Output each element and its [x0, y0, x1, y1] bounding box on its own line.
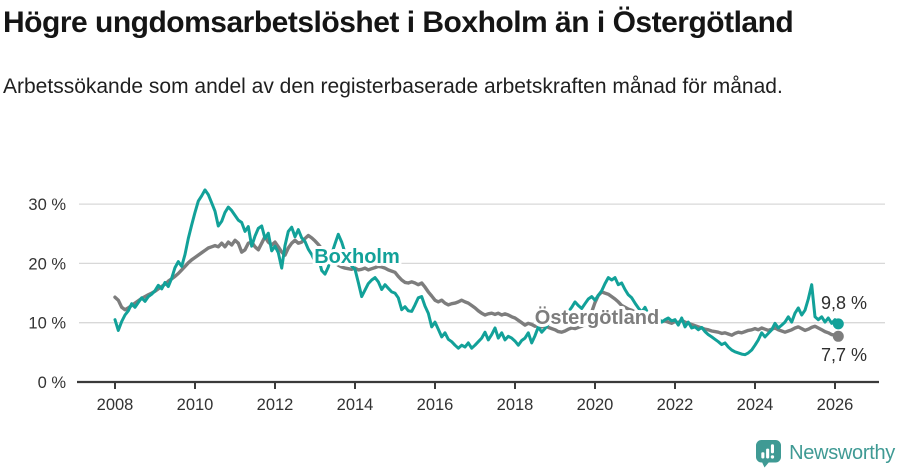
boxholm-series-label: Boxholm	[314, 246, 400, 268]
x-axis-label: 2010	[177, 396, 214, 414]
x-axis-label: 2024	[737, 396, 774, 414]
ostergotland-end-value-label: 7,7 %	[821, 345, 867, 365]
x-axis-label: 2020	[577, 396, 614, 414]
y-axis-label: 20 %	[28, 255, 66, 273]
boxholm-line	[113, 188, 840, 357]
x-axis-label: 2012	[257, 396, 294, 414]
x-axis-label: 2014	[337, 396, 374, 414]
x-axis-label: 2008	[97, 396, 134, 414]
y-axis-label: 10 %	[28, 315, 66, 333]
ostergotland-series-label: Östergötland	[535, 306, 659, 329]
x-axis-label: 2016	[417, 396, 454, 414]
x-axis-label: 2026	[817, 396, 854, 414]
ostergotland-end-dot	[832, 330, 844, 342]
newsworthy-logo-text: Newsworthy	[789, 442, 895, 464]
boxholm-end-value-label: 9,8 %	[821, 293, 867, 313]
branding-footer: Newsworthy	[755, 439, 895, 468]
y-axis-label: 0 %	[38, 374, 67, 392]
ostergotland-line	[113, 233, 840, 338]
x-axis-label: 2022	[657, 396, 694, 414]
x-axis-label: 2018	[497, 396, 534, 414]
newsworthy-logo-icon	[756, 440, 782, 468]
chart-title: Högre ungdomsarbetslöshet i Boxholm än i…	[3, 6, 794, 39]
chart-subtitle: Arbetssökande som andel av den registerb…	[3, 75, 783, 98]
y-axis-label: 30 %	[28, 196, 66, 214]
boxholm-end-dot	[832, 318, 844, 330]
